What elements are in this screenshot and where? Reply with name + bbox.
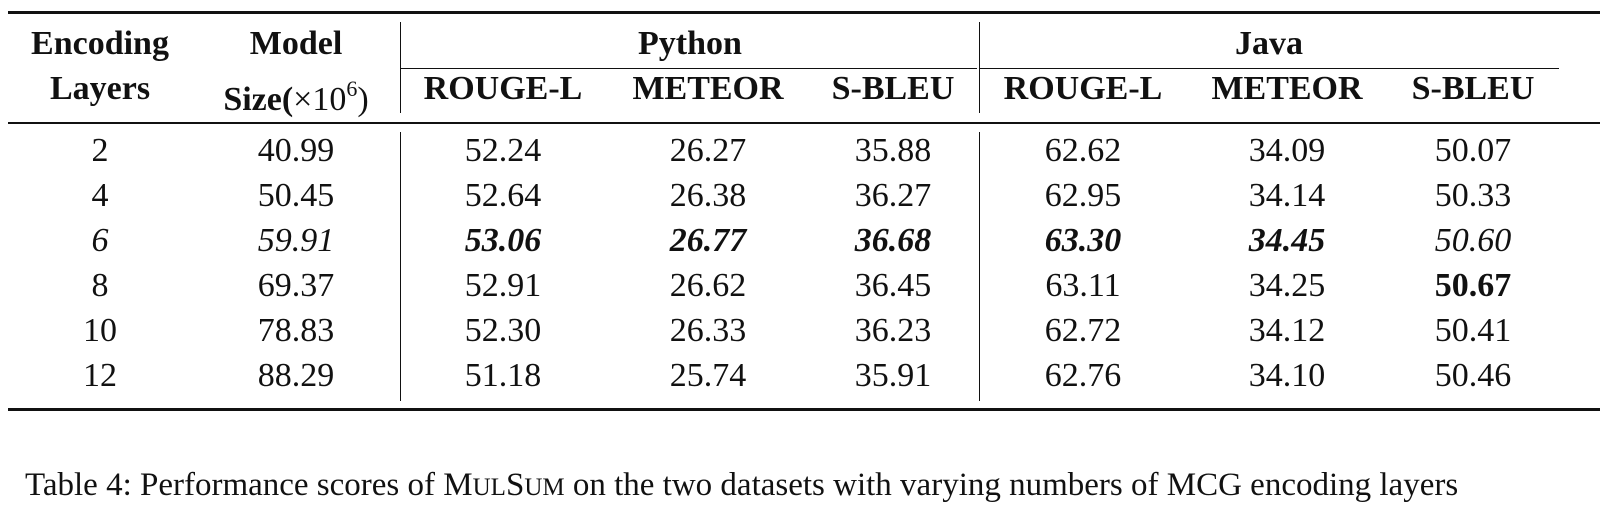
cell-score: 36.68 (854, 222, 932, 259)
cell-score: 51.18 (464, 357, 542, 394)
cell-size: 88.29 (257, 357, 335, 394)
cell-score: 26.38 (669, 177, 747, 214)
cell-score: 34.12 (1248, 312, 1326, 349)
header-metric: ROUGE-L (1003, 70, 1163, 107)
java-group-rule (979, 68, 1559, 69)
cell-score: 36.27 (854, 177, 932, 214)
cell-score: 50.07 (1434, 132, 1512, 169)
model-name: MULSUM (443, 467, 565, 503)
cell-score: 62.95 (1044, 177, 1122, 214)
cell-layers: 6 (91, 222, 109, 259)
cell-score: 34.10 (1248, 357, 1326, 394)
header-encoding: Encoding (31, 25, 169, 62)
header-java: Java (1235, 25, 1303, 62)
cell-layers: 8 (91, 267, 109, 304)
cell-score: 52.24 (464, 132, 542, 169)
cell-score: 26.33 (669, 312, 747, 349)
cell-size: 40.99 (257, 132, 335, 169)
cell-score: 62.72 (1044, 312, 1122, 349)
cell-score: 35.88 (854, 132, 932, 169)
header-metric: S-BLEU (831, 70, 955, 107)
header-size: Size(×106) (223, 76, 369, 118)
cell-score: 52.64 (464, 177, 542, 214)
cell-layers: 10 (83, 312, 117, 349)
cell-score: 35.91 (854, 357, 932, 394)
cell-score: 50.33 (1434, 177, 1512, 214)
cell-layers: 4 (91, 177, 109, 214)
cell-score: 50.41 (1434, 312, 1512, 349)
vline-header-2 (979, 22, 980, 113)
vline-header-1 (400, 22, 401, 113)
cell-score: 36.45 (854, 267, 932, 304)
cell-score: 53.06 (464, 222, 542, 259)
cell-score: 25.74 (669, 357, 747, 394)
table-header-rule (8, 122, 1600, 124)
header-python: Python (638, 25, 742, 62)
cell-size: 59.91 (257, 222, 335, 259)
cell-score: 26.27 (669, 132, 747, 169)
cell-score: 52.91 (464, 267, 542, 304)
cell-size: 50.45 (257, 177, 335, 214)
table-bottom-rule (8, 408, 1600, 411)
table-caption: Table 4: Performance scores of MULSUM on… (25, 467, 1459, 503)
header-layers: Layers (49, 70, 151, 107)
cell-score: 36.23 (854, 312, 932, 349)
python-group-rule (400, 68, 977, 69)
cell-score: 26.77 (669, 222, 747, 259)
cell-layers: 2 (91, 132, 109, 169)
cell-score: 34.25 (1248, 267, 1326, 304)
header-metric: ROUGE-L (423, 70, 583, 107)
header-metric: S-BLEU (1411, 70, 1535, 107)
cell-score: 50.46 (1434, 357, 1512, 394)
cell-score: 62.76 (1044, 357, 1122, 394)
header-metric: METEOR (1211, 70, 1363, 107)
cell-score: 34.45 (1248, 222, 1326, 259)
cell-layers: 12 (83, 357, 117, 394)
cell-score: 63.30 (1044, 222, 1122, 259)
cell-size: 78.83 (257, 312, 335, 349)
cell-score: 50.60 (1434, 222, 1512, 259)
table-top-rule (8, 11, 1600, 14)
header-model: Model (249, 25, 343, 62)
vline-body-2 (979, 132, 980, 401)
cell-score: 34.09 (1248, 132, 1326, 169)
cell-score: 26.62 (669, 267, 747, 304)
cell-size: 69.37 (257, 267, 335, 304)
cell-score: 63.11 (1045, 267, 1121, 304)
cell-score: 52.30 (464, 312, 542, 349)
vline-body-1 (400, 132, 401, 401)
cell-score: 62.62 (1044, 132, 1122, 169)
header-metric: METEOR (632, 70, 784, 107)
cell-score: 34.14 (1248, 177, 1326, 214)
cell-score: 50.67 (1434, 267, 1512, 304)
